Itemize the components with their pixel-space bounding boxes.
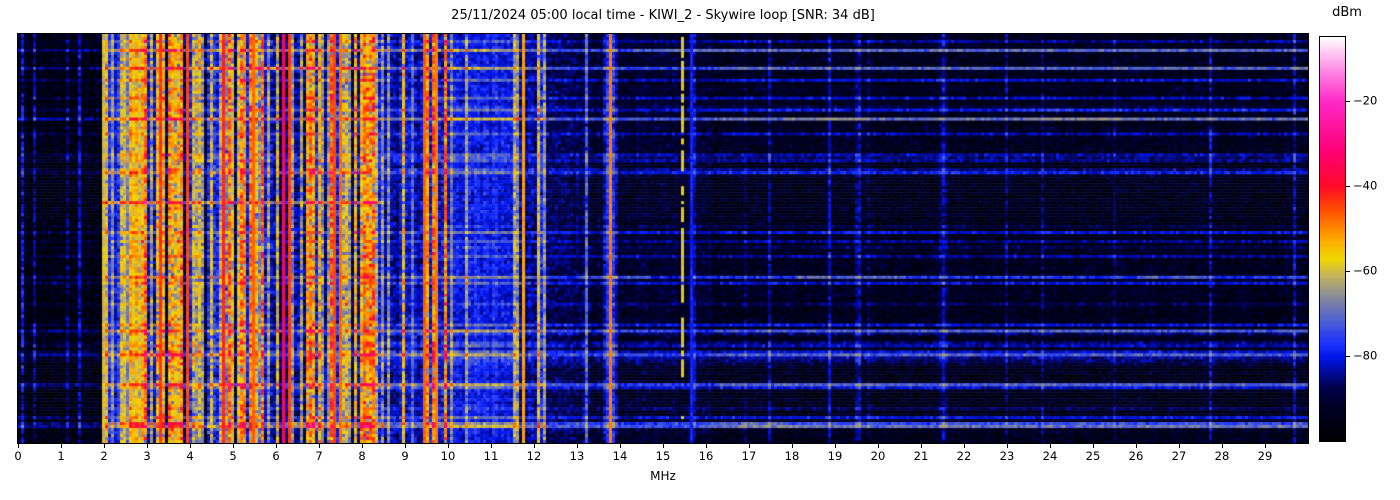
x-tick-mark: [878, 444, 879, 448]
x-tick-label: 0: [14, 449, 22, 463]
x-tick-mark: [1136, 444, 1137, 448]
x-tick-label: 16: [698, 449, 714, 463]
x-tick-label: 21: [913, 449, 929, 463]
x-tick-mark: [405, 444, 406, 448]
colorbar: [1319, 36, 1346, 442]
x-tick-label: 14: [612, 449, 628, 463]
x-tick-mark: [448, 444, 449, 448]
x-tick-mark: [190, 444, 191, 448]
x-tick-label: 26: [1128, 449, 1144, 463]
x-tick-mark: [921, 444, 922, 448]
x-tick-label: 3: [143, 449, 151, 463]
x-tick-mark: [1222, 444, 1223, 448]
x-tick-mark: [61, 444, 62, 448]
x-tick-label: 29: [1257, 449, 1273, 463]
x-tick-mark: [362, 444, 363, 448]
x-tick-label: 10: [440, 449, 456, 463]
x-tick-label: 1: [57, 449, 65, 463]
colorbar-tick-mark: [1346, 185, 1350, 187]
x-tick-mark: [1179, 444, 1180, 448]
x-tick-mark: [964, 444, 965, 448]
x-tick-mark: [749, 444, 750, 448]
x-tick-mark: [319, 444, 320, 448]
x-tick-label: 24: [1042, 449, 1058, 463]
x-tick-mark: [104, 444, 105, 448]
x-tick-mark: [276, 444, 277, 448]
x-axis-label: MHz: [650, 469, 676, 483]
x-tick-label: 22: [956, 449, 972, 463]
chart-title: 25/11/2024 05:00 local time - KIWI_2 - S…: [451, 8, 875, 23]
x-tick-label: 2: [100, 449, 108, 463]
x-tick-label: 23: [999, 449, 1015, 463]
x-tick-mark: [835, 444, 836, 448]
x-tick-label: 9: [401, 449, 409, 463]
x-tick-label: 15: [655, 449, 671, 463]
colorbar-tick-label: −80: [1353, 348, 1378, 363]
x-tick-mark: [18, 444, 19, 448]
spectrogram-canvas: [18, 34, 1308, 443]
x-tick-label: 20: [870, 449, 886, 463]
x-tick-label: 27: [1171, 449, 1187, 463]
colorbar-tick-mark: [1346, 355, 1350, 357]
x-tick-mark: [233, 444, 234, 448]
x-tick-label: 6: [272, 449, 280, 463]
x-tick-mark: [147, 444, 148, 448]
x-tick-mark: [620, 444, 621, 448]
colorbar-unit-label: dBm: [1332, 5, 1362, 20]
colorbar-tick-label: −40: [1353, 178, 1378, 193]
x-tick-label: 5: [229, 449, 237, 463]
x-tick-mark: [577, 444, 578, 448]
x-tick-label: 7: [315, 449, 323, 463]
x-tick-mark: [792, 444, 793, 448]
x-tick-mark: [1265, 444, 1266, 448]
x-tick-label: 12: [526, 449, 542, 463]
x-tick-label: 8: [358, 449, 366, 463]
x-tick-label: 11: [483, 449, 499, 463]
x-tick-label: 4: [186, 449, 194, 463]
x-tick-label: 28: [1214, 449, 1230, 463]
x-tick-label: 19: [827, 449, 843, 463]
x-tick-mark: [534, 444, 535, 448]
x-tick-mark: [1050, 444, 1051, 448]
x-tick-mark: [663, 444, 664, 448]
x-tick-mark: [491, 444, 492, 448]
x-tick-mark: [706, 444, 707, 448]
colorbar-canvas: [1320, 37, 1345, 441]
colorbar-tick-label: −60: [1353, 263, 1378, 278]
x-tick-label: 17: [741, 449, 757, 463]
plot-area: [17, 33, 1309, 444]
x-tick-label: 13: [569, 449, 585, 463]
colorbar-tick-mark: [1346, 270, 1350, 272]
x-tick-mark: [1093, 444, 1094, 448]
x-tick-label: 18: [784, 449, 800, 463]
colorbar-tick-label: −20: [1353, 93, 1378, 108]
x-tick-label: 25: [1085, 449, 1101, 463]
colorbar-tick-mark: [1346, 100, 1350, 102]
x-tick-mark: [1007, 444, 1008, 448]
